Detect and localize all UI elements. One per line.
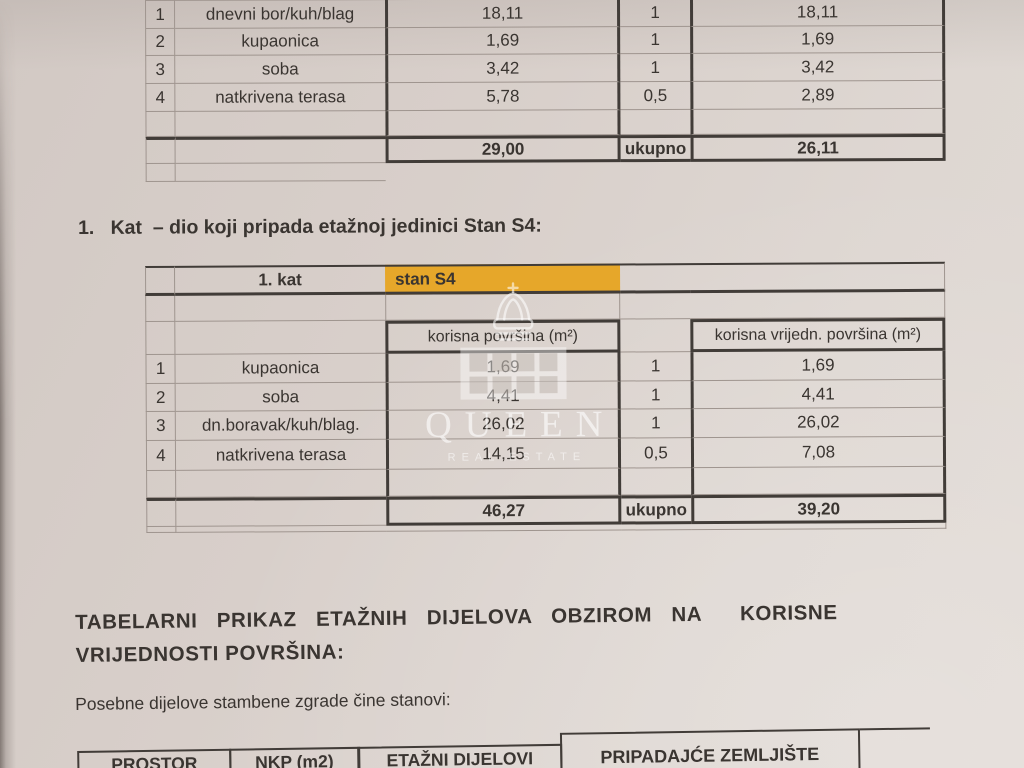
- cell-value: 4,41: [690, 379, 946, 410]
- cell-coef: 1: [620, 409, 691, 439]
- cell-coef: 1: [620, 352, 691, 382]
- cell-empty: [691, 466, 947, 496]
- column-header-prostor: PROSTOR: [77, 748, 233, 768]
- cell-value: 2,89: [690, 80, 946, 110]
- cell-num: 2: [145, 383, 176, 412]
- column-header-area: korisna površina (m²): [385, 319, 621, 354]
- cell-area: 3,42: [385, 54, 621, 84]
- cell-empty: [620, 293, 691, 320]
- total-label: ukupno: [621, 495, 692, 525]
- cell-num: 3: [145, 55, 176, 84]
- cell-empty: [690, 291, 946, 320]
- cell-coef: 1: [620, 53, 691, 83]
- total-area: 29,00: [385, 135, 621, 164]
- cell-empty: [619, 263, 691, 294]
- cell-empty: [175, 320, 386, 355]
- cell-name: natkrivena terasa: [175, 83, 386, 112]
- cell-empty: [691, 161, 946, 180]
- cell-coef: 1: [619, 0, 691, 28]
- paragraph-stanovi: Posebne dijelove stambene zgrade čine st…: [75, 689, 451, 714]
- cell-empty: [175, 294, 386, 322]
- cell-coef: 1: [620, 381, 691, 410]
- cell-coef: 1: [620, 26, 691, 55]
- cell-coef: 0,5: [620, 81, 691, 111]
- table-etazni-dijelovi: PROSTOR NKP (m2) ETAŽNI DIJELOVI PRIPADA…: [77, 727, 930, 768]
- column-header-etazni: ETAŽNI DIJELOVI: [357, 743, 564, 768]
- total-label: ukupno: [620, 134, 691, 163]
- total-value: 39,20: [691, 493, 947, 525]
- column-header-nkp: NKP (m2): [228, 746, 361, 768]
- cell-area: 4,41: [385, 381, 621, 411]
- cell-empty: [385, 293, 621, 321]
- table-ground-floor: 1 dnevni bor/kuh/blag 18,11 1 18,11 2 ku…: [145, 0, 946, 182]
- cell-name: natkrivena terasa: [175, 439, 387, 471]
- cell-empty: [176, 469, 387, 498]
- section-heading-tabelarni: TABELARNI PRIKAZ ETAŽNIH DIJELOVA OBZIRO…: [75, 596, 838, 672]
- total-area: 46,27: [386, 495, 622, 526]
- page-edge-shadow: [0, 0, 18, 768]
- cell-empty: [176, 496, 387, 527]
- cell-name: soba: [175, 55, 386, 84]
- cell-value: 1,69: [690, 350, 946, 382]
- cell-empty: [386, 468, 622, 497]
- cell-empty: [386, 524, 622, 532]
- cell-num: 1: [145, 354, 176, 384]
- cell-num: 1: [145, 0, 176, 29]
- unit-label-highlighted: stan S4: [384, 263, 621, 295]
- cell-area: 5,78: [385, 82, 621, 112]
- cell-empty: [145, 321, 176, 355]
- cell-area: 26,02: [385, 409, 621, 440]
- cell-empty: [145, 163, 176, 182]
- cell-empty: [691, 522, 947, 531]
- cell-name: dn.boravak/kuh/blag.: [175, 410, 386, 441]
- cell-empty: [385, 110, 621, 137]
- column-header-zemljiste: PRIPADAJĆE ZEMLJIŠTE: [559, 728, 861, 768]
- cell-area: 1,69: [385, 352, 621, 383]
- cell-empty: [690, 108, 946, 135]
- column-header-value: korisna vrijedn. površina (m²): [690, 317, 946, 353]
- cell-num: 3: [145, 411, 176, 441]
- cell-value: 18,11: [689, 0, 946, 27]
- cell-name: kupaonica: [175, 28, 386, 56]
- cell-empty: [146, 470, 177, 498]
- cell-coef: 0,5: [620, 438, 692, 469]
- cell-value: 3,42: [690, 52, 946, 82]
- cell-area: 14,15: [385, 438, 622, 470]
- cell-empty: [689, 261, 946, 294]
- cell-name: dnevni bor/kuh/blag: [174, 0, 386, 29]
- cell-value: 1,69: [690, 25, 946, 54]
- cell-empty: [620, 109, 691, 136]
- cell-area: 1,69: [385, 27, 621, 56]
- cell-empty: [145, 295, 176, 322]
- total-value: 26,11: [690, 133, 946, 162]
- cell-num: 4: [145, 83, 176, 112]
- cell-area: 18,11: [384, 0, 621, 29]
- cell-empty: [620, 319, 691, 353]
- table-first-floor: 1. kat stan S4 korisna površina (m²) kor…: [145, 261, 947, 533]
- cell-empty: [146, 526, 177, 533]
- cell-empty: [175, 163, 386, 182]
- cell-empty: [175, 111, 386, 137]
- cell-empty: [146, 497, 177, 527]
- cell-empty: [386, 162, 621, 181]
- cell-empty: [145, 136, 176, 164]
- section-heading-kat: 1. Kat – dio koji pripada etažnoj jedini…: [78, 214, 542, 239]
- floor-label: 1. kat: [174, 264, 386, 296]
- table-border-remnant: [859, 727, 930, 731]
- cell-empty: [176, 525, 387, 533]
- cell-empty: [145, 265, 176, 296]
- cell-value: 26,02: [690, 407, 946, 439]
- cell-value: 7,08: [690, 436, 947, 469]
- cell-empty: [145, 111, 176, 137]
- cell-name: soba: [175, 382, 386, 412]
- cell-num: 4: [145, 440, 177, 471]
- cell-empty: [175, 136, 386, 164]
- cell-empty: [621, 162, 691, 180]
- cell-empty: [621, 524, 692, 531]
- cell-empty: [621, 468, 692, 496]
- cell-num: 2: [145, 28, 176, 56]
- cell-name: kupaonica: [175, 353, 386, 384]
